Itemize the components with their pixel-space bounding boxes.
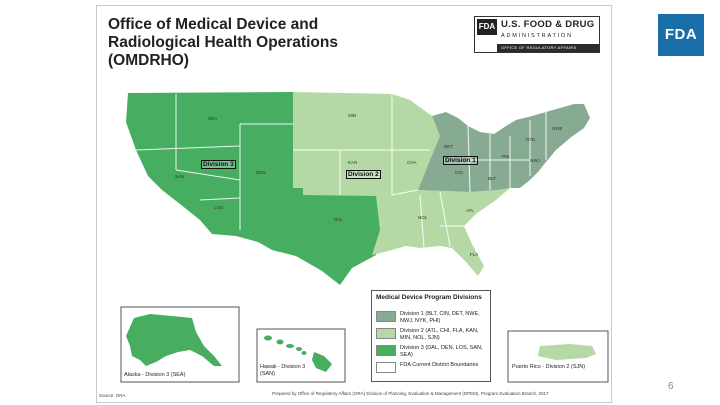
office-code-min: MIN xyxy=(348,113,357,118)
division-1-map-label: Division 1 xyxy=(443,156,478,165)
legend-title: Medical Device Program Divisions xyxy=(376,294,482,301)
division-2-region xyxy=(293,92,510,276)
fda-banner-office: OFFICE OF REGULATORY AFFAIRS xyxy=(497,44,599,52)
office-code-atl: ATL xyxy=(466,208,474,213)
alaska-shape xyxy=(126,314,222,366)
alaska-inset-label: Alaska - Division 3 (SEA) xyxy=(124,372,186,378)
office-code-dal: DAL xyxy=(334,217,343,222)
office-code-cha: CHA xyxy=(407,160,417,165)
division-2-map-label: Division 2 xyxy=(346,170,381,179)
footer-source: Source: ORA xyxy=(99,393,126,398)
legend-swatch-district-boundaries xyxy=(376,362,396,373)
fda-logo: FDA xyxy=(658,14,704,56)
puerto-rico-shape xyxy=(538,344,596,360)
office-code-blt: BLT xyxy=(488,176,496,181)
office-code-nwe: NWE xyxy=(552,126,563,131)
office-code-san: SAN xyxy=(175,174,185,179)
office-code-fla: FLA xyxy=(470,252,479,257)
page-number: 6 xyxy=(668,381,674,392)
office-code-cin: CIN xyxy=(455,170,463,175)
division-3-map-label: Division 3 xyxy=(201,160,236,169)
hawaii-islands xyxy=(264,335,332,372)
office-code-los: LOS xyxy=(214,205,224,210)
office-code-nol: NOL xyxy=(418,215,428,220)
office-code-nye: NYE xyxy=(526,137,536,142)
office-code-nwj: NWJ xyxy=(530,158,540,163)
office-code-den: DEN xyxy=(256,170,266,175)
fda-banner-logo: FDA xyxy=(477,19,497,35)
legend-label-division-3: Division 3 (DAL, DEN, LOS, SAN, SEA) xyxy=(400,345,483,358)
fda-banner-agency: U.S. FOOD & DRUG xyxy=(501,19,595,30)
legend-label-district-boundaries: FDA Current District Boundaries xyxy=(400,362,479,368)
office-code-phi: PHI xyxy=(502,154,510,159)
legend-swatch-division-2 xyxy=(376,328,396,339)
division-1-region xyxy=(418,104,590,192)
map-legend: Medical Device Program Divisions Divisio… xyxy=(371,290,491,382)
puerto-rico-inset-label: Puerto Rico - Division 2 (SJN) xyxy=(512,364,586,370)
legend-swatch-division-1 xyxy=(376,311,396,322)
legend-label-division-2: Division 2 (ATL, CHI, FLA, KAN, MIN, NOL… xyxy=(400,328,479,341)
office-code-det: DET xyxy=(444,144,453,149)
hawaii-inset-label: Hawaii - Division 3 (SAN) xyxy=(260,364,306,377)
fda-banner: FDA U.S. FOOD & DRUG ADMINISTRATION OFFI… xyxy=(474,16,600,53)
fda-banner-administration: ADMINISTRATION xyxy=(501,33,573,39)
legend-label-division-1: Division 1 (BLT, CIN, DET, NWE, NWJ, NYK… xyxy=(400,311,480,324)
footer-prepared: Prepared by Office of Regulatory Affairs… xyxy=(272,391,549,396)
slide-title: Office of Medical Device and Radiologica… xyxy=(108,16,338,69)
legend-swatch-division-3 xyxy=(376,345,396,356)
office-code-kan: KAN xyxy=(348,160,358,165)
district-boundaries xyxy=(135,94,547,249)
division-3-region xyxy=(126,92,384,285)
office-code-sea: SEA xyxy=(208,116,218,121)
